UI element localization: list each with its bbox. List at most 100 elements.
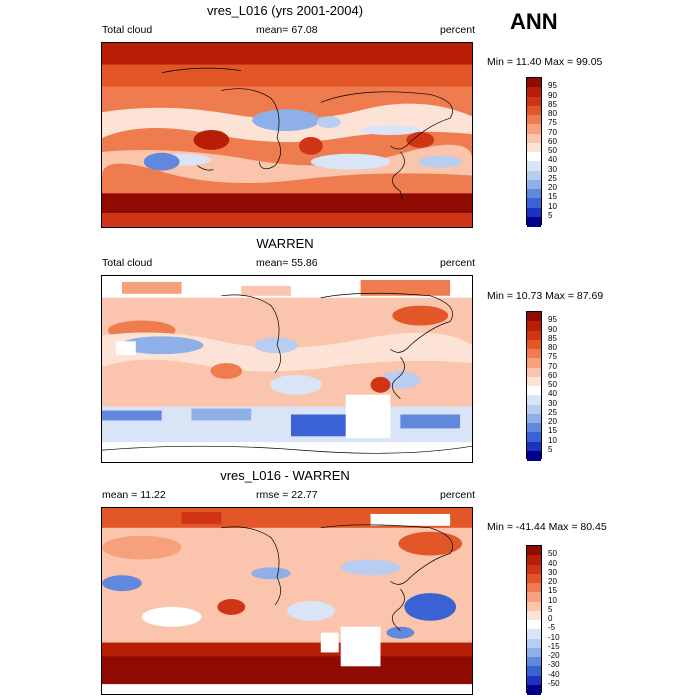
colorbar-tick-label: 30 xyxy=(548,164,557,174)
colorbar-tick-label: 80 xyxy=(548,343,557,352)
panel2-units-label: percent xyxy=(440,257,476,269)
colorbar-swatch xyxy=(527,657,541,667)
colorbar-tick-label: 50 xyxy=(548,380,557,389)
colorbar-tick-label: 40 xyxy=(548,558,557,568)
colorbar-swatch xyxy=(527,629,541,639)
colorbar-tick-label: 60 xyxy=(548,136,557,146)
colorbar-tick-label: 75 xyxy=(548,118,557,128)
colorbar-tick-label: 85 xyxy=(548,99,557,109)
colorbar-swatch xyxy=(527,404,541,415)
colorbar-swatch xyxy=(527,170,541,181)
colorbar-tick-label: 20 xyxy=(548,577,557,586)
colorbar-tick-label: 85 xyxy=(548,333,557,343)
panel1-map xyxy=(101,42,473,228)
colorbar-tick-label: 5 xyxy=(548,210,553,220)
colorbar-tick-label: -10 xyxy=(548,632,560,642)
panel1-left-label: Total cloud xyxy=(102,24,153,36)
colorbar-swatch xyxy=(527,546,541,556)
colorbar-swatch xyxy=(527,349,541,359)
colorbar-tick-label: 95 xyxy=(548,315,557,325)
colorbar-tick-label: 25 xyxy=(548,173,557,183)
panel1-mean-label: mean= 67.08 xyxy=(256,24,318,36)
panel2-title: WARREN xyxy=(256,236,314,251)
colorbar-tick-label: 10 xyxy=(548,595,557,605)
colorbar-tick-label: 15 xyxy=(548,586,557,596)
panel3-minmax: Min = -41.44 Max = 80.45 xyxy=(487,521,607,533)
panel2-colorbar xyxy=(526,311,542,461)
colorbar-tick-label: -50 xyxy=(548,678,560,688)
colorbar-tick-label: 60 xyxy=(548,370,557,380)
colorbar-tick-label: 25 xyxy=(548,407,557,417)
panel1-minmax: Min = 11.40 Max = 99.05 xyxy=(487,56,603,68)
colorbar-swatch xyxy=(527,179,541,190)
colorbar-swatch xyxy=(527,592,541,602)
colorbar-tick-label: -15 xyxy=(548,641,560,651)
colorbar-swatch xyxy=(527,450,541,461)
colorbar-swatch xyxy=(527,684,541,695)
colorbar-swatch xyxy=(527,413,541,424)
colorbar-swatch xyxy=(527,423,541,433)
colorbar-tick-label: 40 xyxy=(548,155,557,165)
colorbar-swatch xyxy=(527,161,541,171)
colorbar-swatch xyxy=(527,87,541,97)
colorbar-tick-label: 20 xyxy=(548,417,557,426)
colorbar-swatch xyxy=(527,142,541,153)
colorbar-tick-label: 30 xyxy=(548,398,557,408)
colorbar-swatch xyxy=(527,115,541,125)
colorbar-swatch xyxy=(527,583,541,593)
colorbar-tick-label: 40 xyxy=(548,389,557,399)
panel1-title: vres_L016 (yrs 2001-2004) xyxy=(206,3,364,18)
colorbar-swatch xyxy=(527,367,541,378)
colorbar-swatch xyxy=(527,312,541,322)
colorbar-tick-label: 10 xyxy=(548,201,557,211)
colorbar-swatch xyxy=(527,207,541,218)
colorbar-tick-label: 95 xyxy=(548,81,557,91)
colorbar-tick-label: 50 xyxy=(548,549,557,559)
colorbar-tick-label: 70 xyxy=(548,127,557,137)
colorbar-tick-label: -5 xyxy=(548,623,556,633)
colorbar-tick-label: 50 xyxy=(548,146,557,155)
colorbar-swatch xyxy=(527,96,541,107)
colorbar-swatch xyxy=(527,441,541,452)
colorbar-tick-label: 15 xyxy=(548,192,557,202)
panel3-title: vres_L016 - WARREN xyxy=(220,468,350,483)
colorbar-tick-label: 30 xyxy=(548,567,557,577)
colorbar-tick-label: -30 xyxy=(548,660,560,670)
panel2-minmax: Min = 10.73 Max = 87.69 xyxy=(487,290,604,302)
colorbar-swatch xyxy=(527,376,541,387)
colorbar-tick-label: 75 xyxy=(548,352,557,362)
colorbar-swatch xyxy=(527,386,541,396)
colorbar-swatch xyxy=(527,152,541,162)
colorbar-swatch xyxy=(527,78,541,88)
colorbar-swatch xyxy=(527,216,541,227)
colorbar-swatch xyxy=(527,610,541,621)
panel3-map xyxy=(101,507,473,695)
panel2-left-label: Total cloud xyxy=(102,257,153,269)
colorbar-swatch xyxy=(527,358,541,368)
panel3-units-label: percent xyxy=(440,489,476,501)
colorbar-swatch xyxy=(527,432,541,442)
colorbar-swatch xyxy=(527,638,541,649)
colorbar-swatch xyxy=(527,133,541,144)
colorbar-tick-label: 0 xyxy=(548,614,553,623)
colorbar-tick-label: -40 xyxy=(548,669,560,679)
colorbar-tick-label: 5 xyxy=(548,444,553,454)
colorbar-tick-label: 80 xyxy=(548,109,557,118)
colorbar-tick-label: 20 xyxy=(548,183,557,192)
colorbar-swatch xyxy=(527,321,541,331)
colorbar-tick-label: -20 xyxy=(548,651,560,660)
colorbar-swatch xyxy=(527,330,541,341)
colorbar-swatch xyxy=(527,395,541,405)
colorbar-swatch xyxy=(527,564,541,575)
panel2-mean-label: mean= 55.86 xyxy=(256,257,318,269)
colorbar-swatch xyxy=(527,647,541,658)
colorbar-tick-label: 90 xyxy=(548,324,557,334)
colorbar-swatch xyxy=(527,573,541,584)
colorbar-swatch xyxy=(527,620,541,630)
colorbar-tick-label: 10 xyxy=(548,435,557,445)
colorbar-swatch xyxy=(527,555,541,565)
colorbar-swatch xyxy=(527,601,541,612)
colorbar-tick-label: 70 xyxy=(548,361,557,371)
colorbar-tick-label: 5 xyxy=(548,604,553,614)
colorbar-swatch xyxy=(527,339,541,350)
